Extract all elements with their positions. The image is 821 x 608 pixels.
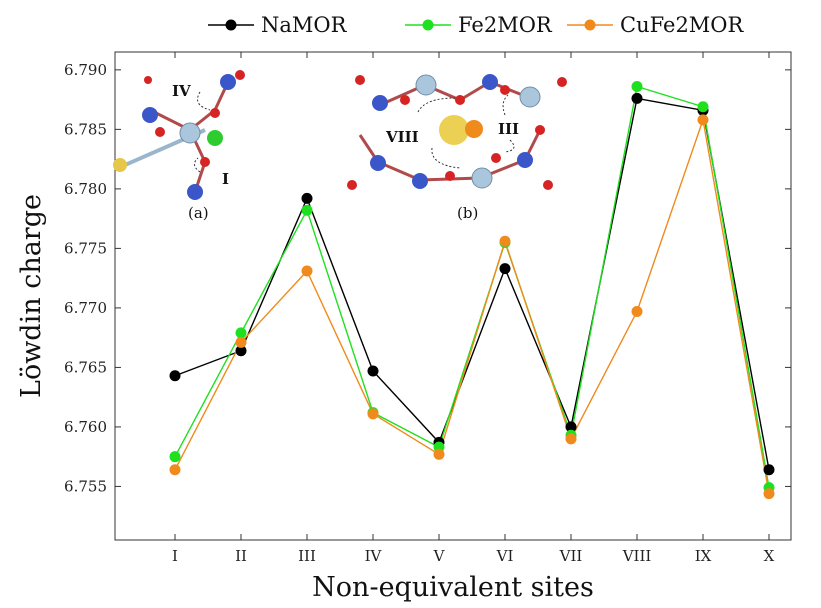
inset-b-site-label: VIII	[385, 128, 419, 146]
atom-o	[235, 70, 245, 80]
data-point-namor	[169, 370, 181, 382]
atom-o	[210, 108, 220, 118]
atom-o	[543, 180, 553, 190]
data-point-cufe2mor	[433, 448, 445, 460]
atom-si	[517, 152, 533, 168]
inset-a: IV I (a)	[113, 70, 245, 222]
atom-na	[439, 115, 469, 145]
atom-o	[347, 180, 357, 190]
y-tick-label: 6.775	[64, 239, 107, 257]
atom-na	[113, 158, 127, 172]
x-tick-label: I	[172, 547, 178, 565]
y-tick-label: 6.785	[64, 120, 107, 138]
data-point-cufe2mor	[169, 464, 181, 476]
data-point-cufe2mor	[301, 265, 313, 277]
y-tick-label: 6.765	[64, 358, 107, 376]
data-point-fe2mor	[235, 327, 247, 339]
x-tick-label: II	[235, 547, 247, 565]
atom-al	[519, 86, 541, 108]
legend-marker	[584, 19, 596, 31]
series-line-namor	[174, 97, 770, 470]
data-point-fe2mor	[169, 451, 181, 463]
x-axis: I II III IV V VI VII VIII IX X	[172, 52, 775, 565]
atom-al	[179, 122, 201, 144]
atom-cu	[465, 120, 483, 138]
inset-a-caption: (a)	[188, 204, 209, 222]
atom-o	[455, 95, 465, 105]
data-point-namor	[565, 421, 577, 433]
y-axis: 6.755 6.760 6.765 6.770 6.775 6.780 6.785 6.790	[64, 61, 791, 495]
atom-o	[155, 127, 165, 137]
x-tick-label: III	[298, 547, 316, 565]
atom-si	[412, 173, 428, 189]
y-tick-label: 6.760	[64, 418, 107, 436]
data-point-namor	[763, 464, 775, 476]
data-point-namor	[235, 345, 247, 357]
data-point-namor	[631, 92, 643, 104]
atom-si	[220, 74, 236, 90]
data-point-namor	[499, 263, 511, 275]
x-tick-label: IV	[365, 547, 383, 565]
plot-frame	[114, 51, 792, 541]
atom-si	[370, 155, 386, 171]
data-point-namor	[301, 192, 313, 204]
atom-o	[200, 157, 210, 167]
y-tick-label: 6.755	[64, 477, 107, 495]
atom-o	[491, 153, 501, 163]
x-tick-label: X	[764, 547, 775, 565]
atom-si	[142, 107, 158, 123]
atom-o	[557, 77, 567, 87]
data-point-fe2mor	[697, 101, 709, 113]
y-tick-label: 6.790	[64, 61, 107, 79]
legend: NaMOR Fe2MOR CuFe2MOR	[208, 13, 745, 37]
data-point-namor	[367, 365, 379, 377]
data-point-cufe2mor	[235, 336, 247, 348]
data-point-cufe2mor	[697, 114, 709, 126]
data-point-cufe2mor	[367, 408, 379, 420]
atom-o	[500, 85, 510, 95]
atom-al	[415, 74, 437, 96]
series-line-fe2mor	[174, 85, 770, 488]
atom-al	[471, 167, 493, 189]
atom-o	[445, 171, 455, 181]
inset-a-site-label: I	[222, 170, 229, 188]
inset-b-site-label: III	[498, 120, 519, 138]
atom-o	[535, 125, 545, 135]
y-tick-label: 6.770	[64, 299, 107, 317]
atom-o	[355, 75, 365, 85]
inset-b-caption: (b)	[457, 204, 478, 222]
data-point-fe2mor	[301, 204, 313, 216]
legend-marker	[422, 19, 434, 31]
legend-label: Fe2MOR	[458, 13, 553, 37]
atom-o	[400, 95, 410, 105]
legend-label: NaMOR	[261, 13, 348, 37]
data-point-cufe2mor	[565, 433, 577, 445]
x-tick-label: VII	[559, 547, 583, 565]
y-tick-label: 6.780	[64, 180, 107, 198]
atom-si	[372, 95, 388, 111]
atom-o	[144, 76, 152, 84]
series-line-cufe2mor	[174, 117, 770, 494]
data-point-cufe2mor	[763, 488, 775, 500]
y-axis-title: Löwdin charge	[16, 194, 47, 398]
inset-a-site-label: IV	[172, 82, 191, 100]
x-tick-label: V	[433, 547, 446, 565]
data-point-cufe2mor	[499, 235, 511, 247]
x-tick-label: VIII	[622, 547, 652, 565]
legend-label: CuFe2MOR	[620, 13, 745, 37]
atom-si	[187, 184, 203, 200]
atom-si	[482, 74, 498, 90]
legend-marker	[225, 19, 237, 31]
x-axis-title: Non-equivalent sites	[312, 572, 594, 603]
inset-b: VIII III (b)	[347, 74, 567, 222]
series-group	[169, 81, 775, 500]
data-point-cufe2mor	[631, 305, 643, 317]
atom-fe	[207, 130, 223, 146]
data-point-fe2mor	[631, 81, 643, 93]
x-tick-label: VI	[496, 547, 514, 565]
x-tick-label: IX	[695, 547, 712, 565]
